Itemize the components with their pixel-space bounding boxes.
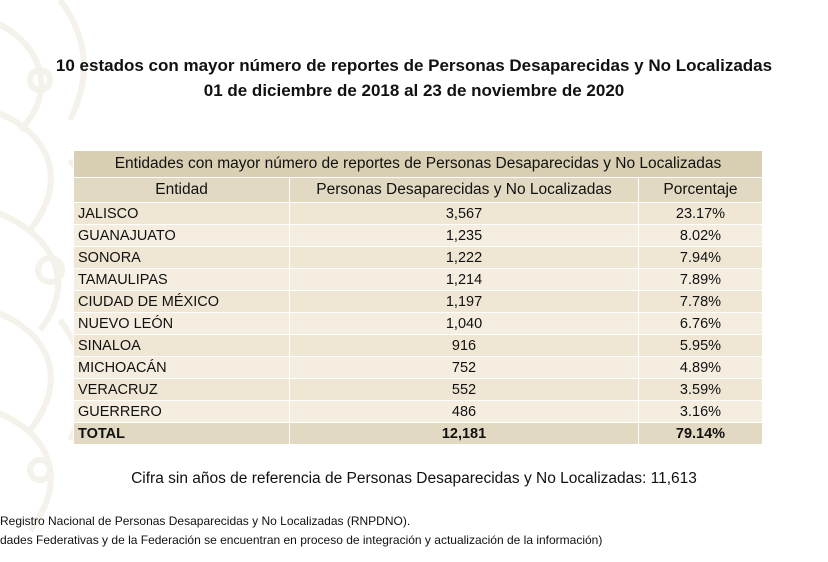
status-note: dades Federativas y de la Federación se … (0, 533, 603, 547)
cell-entidad: TAMAULIPAS (72, 268, 291, 291)
cell-porcentaje: 23.17% (637, 202, 764, 225)
cell-porcentaje: 8.02% (637, 224, 764, 247)
states-table: Entidades con mayor número de reportes d… (72, 150, 764, 445)
table-caption: Entidades con mayor número de reportes d… (73, 150, 763, 178)
cell-personas: 1,040 (289, 312, 639, 335)
cell-entidad: MICHOACÁN (72, 356, 291, 379)
table-caption-row: Entidades con mayor número de reportes d… (73, 150, 763, 178)
table-row: VERACRUZ 552 3.59% (72, 378, 764, 401)
cell-entidad: SONORA (72, 246, 291, 269)
table-row: MICHOACÁN 752 4.89% (72, 356, 764, 379)
title-line-1: 10 estados con mayor número de reportes … (55, 56, 773, 75)
table-row: JALISCO 3,567 23.17% (72, 202, 764, 225)
cell-entidad: CIUDAD DE MÉXICO (72, 290, 291, 313)
cell-entidad: GUERRERO (72, 400, 291, 423)
header-porcentaje: Porcentaje (637, 177, 764, 203)
header-personas: Personas Desaparecidas y No Localizadas (289, 177, 639, 203)
cell-entidad: NUEVO LEÓN (72, 312, 291, 335)
cell-personas: 916 (289, 334, 639, 357)
table-header-row: Entidad Personas Desaparecidas y No Loca… (72, 177, 764, 203)
total-personas: 12,181 (289, 422, 639, 445)
cell-porcentaje: 3.59% (637, 378, 764, 401)
cell-porcentaje: 6.76% (637, 312, 764, 335)
table-total-row: TOTAL 12,181 79.14% (72, 422, 764, 445)
cell-porcentaje: 5.95% (637, 334, 764, 357)
cell-personas: 552 (289, 378, 639, 401)
header-entidad: Entidad (72, 177, 291, 203)
cell-porcentaje: 4.89% (637, 356, 764, 379)
cell-porcentaje: 7.78% (637, 290, 764, 313)
page-title: 10 estados con mayor número de reportes … (0, 53, 828, 103)
title-line-2: 01 de diciembre de 2018 al 23 de noviemb… (203, 81, 625, 100)
total-porcentaje: 79.14% (637, 422, 764, 445)
table-row: CIUDAD DE MÉXICO 1,197 7.78% (72, 290, 764, 313)
table-row: SONORA 1,222 7.94% (72, 246, 764, 269)
total-label: TOTAL (72, 422, 291, 445)
table-row: GUERRERO 486 3.16% (72, 400, 764, 423)
cell-entidad: SINALOA (72, 334, 291, 357)
table-row: SINALOA 916 5.95% (72, 334, 764, 357)
cell-personas: 1,222 (289, 246, 639, 269)
cell-porcentaje: 3.16% (637, 400, 764, 423)
table-row: GUANAJUATO 1,235 8.02% (72, 224, 764, 247)
cell-entidad: VERACRUZ (72, 378, 291, 401)
cell-personas: 1,235 (289, 224, 639, 247)
cell-personas: 486 (289, 400, 639, 423)
cifra-sin-referencia: Cifra sin años de referencia de Personas… (131, 470, 697, 487)
cell-porcentaje: 7.94% (637, 246, 764, 269)
cell-personas: 1,197 (289, 290, 639, 313)
cell-entidad: JALISCO (72, 202, 291, 225)
source-note: Registro Nacional de Personas Desapareci… (0, 514, 411, 528)
cell-personas: 1,214 (289, 268, 639, 291)
cell-personas: 3,567 (289, 202, 639, 225)
table-row: TAMAULIPAS 1,214 7.89% (72, 268, 764, 291)
cell-personas: 752 (289, 356, 639, 379)
cell-entidad: GUANAJUATO (72, 224, 291, 247)
cell-porcentaje: 7.89% (637, 268, 764, 291)
table-row: NUEVO LEÓN 1,040 6.76% (72, 312, 764, 335)
